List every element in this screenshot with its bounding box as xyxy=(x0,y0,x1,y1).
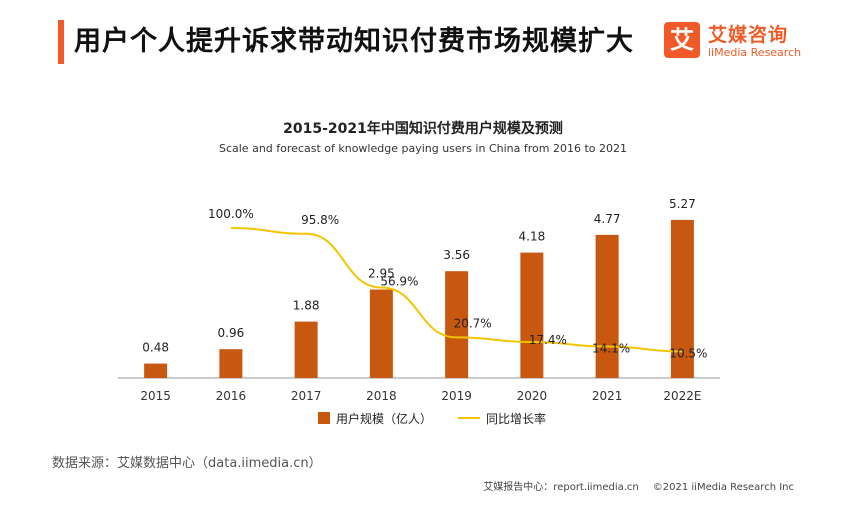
x-tick-2019: 2019 xyxy=(441,389,472,403)
x-tick-2015: 2015 xyxy=(140,389,171,403)
line-label-2019: 20.7% xyxy=(454,316,492,330)
data-source: 数据来源：艾媒数据中心（data.iimedia.cn） xyxy=(52,456,322,471)
line-label-2020: 17.4% xyxy=(529,333,567,347)
brand-logo: 艾 艾媒咨询 iiMedia Research xyxy=(664,20,814,62)
bar-label-2020: 4.18 xyxy=(519,230,546,244)
bar-2021 xyxy=(595,234,619,378)
bar-2020 xyxy=(520,252,544,378)
page-title: 用户个人提升诉求带动知识付费市场规模扩大 xyxy=(74,26,634,57)
line-label-2018: 56.9% xyxy=(380,274,418,288)
bar-2019 xyxy=(445,271,469,378)
chart-title: 2015-2021年中国知识付费用户规模及预测 xyxy=(283,121,563,137)
bar-label-2021: 4.77 xyxy=(594,212,621,226)
line-label-2022E: 10.5% xyxy=(669,347,707,361)
line-label-2021: 14.1% xyxy=(592,342,630,356)
x-tick-2021: 2021 xyxy=(592,389,623,403)
x-tick-2017: 2017 xyxy=(291,389,322,403)
x-tick-2016: 2016 xyxy=(216,389,247,403)
bar-2018 xyxy=(369,289,393,378)
legend-bar-label: 用户规模（亿人） xyxy=(336,411,432,426)
title-accent-bar xyxy=(58,20,64,64)
line-label-2016: 100.0% xyxy=(208,207,254,221)
growth-rate-line xyxy=(230,227,683,353)
footer: 艾媒报告中心：report.iimedia.cn ©2021 iiMedia Re… xyxy=(483,478,794,493)
bar-2017 xyxy=(294,321,318,378)
x-tick-2022E: 2022E xyxy=(663,389,701,403)
bar-2022E xyxy=(670,219,694,378)
x-tick-2018: 2018 xyxy=(366,389,397,403)
bar-label-2017: 1.88 xyxy=(293,299,320,313)
footer-report-link: 艾媒报告中心：report.iimedia.cn xyxy=(483,482,639,493)
bar-2016 xyxy=(219,349,243,378)
legend-line-label: 同比增长率 xyxy=(486,411,546,426)
line-label-2017: 95.8% xyxy=(301,213,339,227)
bar-label-2022E: 5.27 xyxy=(669,197,696,211)
bar-label-2015: 0.48 xyxy=(142,341,169,355)
logo-mark-icon: 艾 xyxy=(664,22,700,58)
footer-copyright: ©2021 iiMedia Research Inc xyxy=(652,482,794,493)
logo-name: 艾媒咨询 xyxy=(708,24,789,46)
legend-bar-swatch xyxy=(318,412,330,424)
bar-label-2019: 3.56 xyxy=(443,248,470,262)
bar-label-2018: 2.95 xyxy=(368,267,395,281)
logo-subtitle: iiMedia Research xyxy=(708,46,802,59)
bar-2015 xyxy=(144,363,168,378)
chart-subtitle: Scale and forecast of knowledge paying u… xyxy=(218,142,627,155)
bar-label-2016: 0.96 xyxy=(218,326,245,340)
x-tick-2020: 2020 xyxy=(517,389,548,403)
